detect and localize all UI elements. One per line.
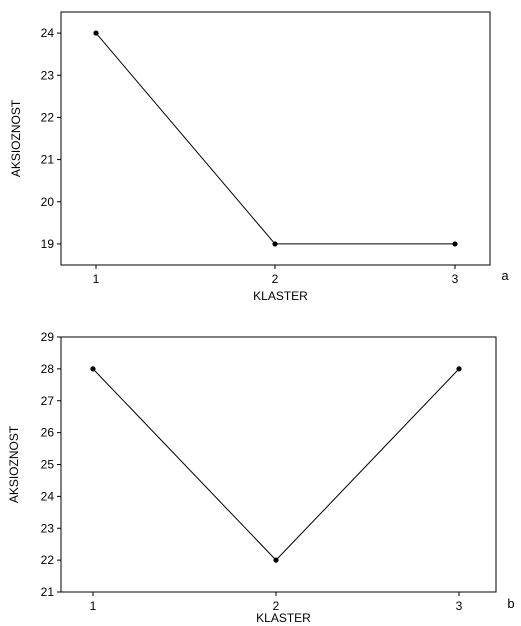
data-point	[273, 557, 279, 563]
y-tick-label: 24	[41, 489, 55, 503]
data-point	[272, 241, 278, 247]
y-tick-label: 20	[41, 195, 55, 209]
y-axis-title: AKSIOZNOST	[9, 99, 23, 177]
plot-frame	[60, 336, 497, 593]
y-tick-label: 22	[41, 110, 55, 124]
y-axis-title: AKSIOZNOST	[7, 425, 21, 503]
data-point	[456, 366, 462, 372]
series-line	[95, 32, 455, 245]
plot-frame	[60, 11, 491, 266]
x-tick-label: 1	[90, 599, 97, 613]
data-point	[452, 241, 458, 247]
y-tick-label: 26	[41, 426, 55, 440]
y-tick-label: 27	[41, 394, 55, 408]
panel-label: a	[501, 268, 509, 283]
y-tick-label: 21	[41, 153, 55, 167]
y-tick-label: 22	[41, 553, 55, 567]
x-axis-title: KLASTER	[256, 611, 311, 625]
y-tick-label: 23	[41, 521, 55, 535]
y-tick-label: 29	[41, 330, 55, 344]
x-tick-label: 3	[452, 272, 459, 286]
y-tick-label: 21	[41, 585, 55, 599]
data-point	[90, 366, 96, 372]
x-axis-title: KLASTER	[253, 289, 308, 303]
x-tick-label: 1	[93, 272, 100, 286]
x-tick-label: 3	[456, 599, 463, 613]
y-tick-label: 25	[41, 458, 55, 472]
y-tick-label: 24	[41, 26, 55, 40]
x-tick-label: 2	[272, 272, 279, 286]
panel-label: b	[507, 596, 514, 611]
series-line	[92, 368, 460, 561]
data-point	[93, 30, 99, 36]
y-tick-label: 28	[41, 362, 55, 376]
y-tick-label: 23	[41, 68, 55, 82]
x-tick-label: 2	[273, 599, 280, 613]
y-tick-label: 19	[41, 237, 55, 251]
